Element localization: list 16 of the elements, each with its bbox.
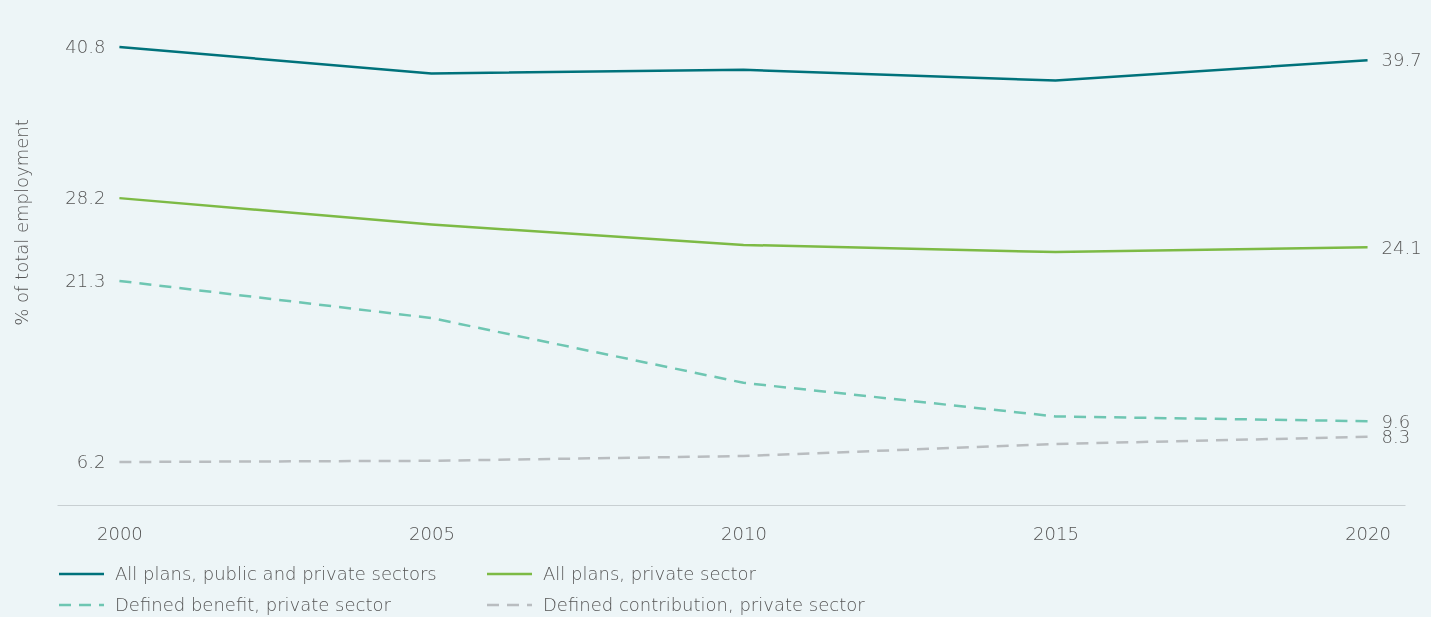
- data-label: 40.8: [65, 36, 106, 58]
- legend-label: Defined benefit, private sector: [115, 594, 392, 616]
- x-tick-label: 2015: [1033, 522, 1079, 544]
- x-tick-label: 2000: [97, 522, 143, 544]
- y-axis-title: % of total employment: [11, 119, 32, 326]
- data-label: 6.2: [76, 451, 106, 473]
- x-tick-label: 2005: [409, 522, 455, 544]
- data-label: 24.1: [1381, 236, 1422, 258]
- legend-label: Defined contribution, private sector: [543, 594, 866, 616]
- data-label: 39.7: [1381, 49, 1422, 71]
- legend-label: All plans, private sector: [543, 563, 757, 585]
- data-label: 21.3: [65, 270, 106, 292]
- data-label: 28.2: [65, 187, 106, 209]
- x-tick-label: 2010: [721, 522, 767, 544]
- legend-label: All plans, public and private sectors: [115, 563, 437, 585]
- x-tick-label: 2020: [1345, 522, 1391, 544]
